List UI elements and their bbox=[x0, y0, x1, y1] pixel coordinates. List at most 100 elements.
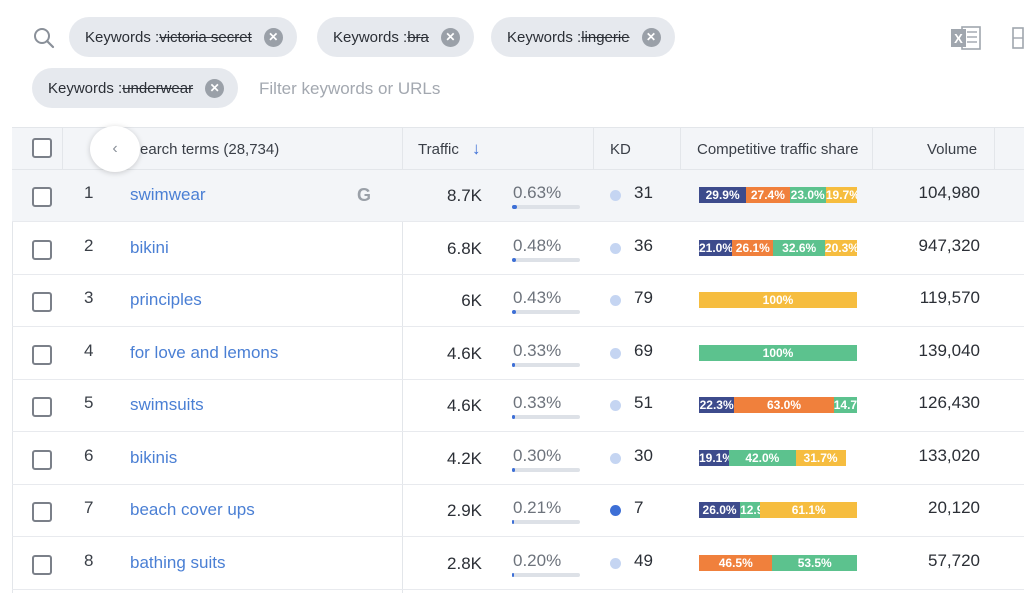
sort-down-icon[interactable]: ↓ bbox=[472, 139, 481, 158]
remove-chip-icon[interactable]: ✕ bbox=[440, 27, 460, 47]
column-divider bbox=[402, 128, 403, 171]
volume-value: 947,320 bbox=[918, 235, 980, 255]
filter-chip[interactable]: Keywords : lingerie ✕ bbox=[491, 17, 675, 57]
remove-chip-icon[interactable]: ✕ bbox=[641, 27, 661, 47]
columns-icon[interactable] bbox=[1012, 26, 1024, 50]
row-number: 5 bbox=[84, 393, 94, 412]
kd-value: 30 bbox=[634, 445, 653, 465]
table-row[interactable]: 3 principles 6K 0.43% 79 100% 119,570 bbox=[12, 275, 1024, 327]
kd-value: 79 bbox=[634, 288, 653, 307]
search-terms-header[interactable]: Search terms (28,734) bbox=[130, 141, 280, 158]
traffic-percent-bar-fill bbox=[512, 257, 517, 262]
chip-prefix: Keywords : bbox=[48, 79, 123, 97]
competitive-share-bar: 21.0% 26.1% 32.6% 20.3% bbox=[699, 239, 857, 256]
share-segment: 14.7% bbox=[833, 397, 857, 413]
filter-input[interactable] bbox=[259, 78, 559, 100]
table-row[interactable]: 4 for love and lemons 4.6K 0.33% 69 100% 139,0… bbox=[12, 328, 1024, 380]
traffic-percent: 0.33% bbox=[513, 393, 562, 412]
filter-chip[interactable]: Keywords : bra ✕ bbox=[317, 17, 474, 57]
filter-chip[interactable]: Keywords : underwear ✕ bbox=[32, 68, 239, 108]
volume-header[interactable]: Volume bbox=[927, 141, 978, 158]
kd-header[interactable]: KD bbox=[610, 141, 631, 158]
competitive-share-header[interactable]: Competitive traffic share bbox=[697, 141, 859, 158]
search-term-link[interactable]: bathing suits bbox=[130, 552, 226, 572]
traffic-percent-bar-fill bbox=[512, 362, 515, 367]
row-number: 2 bbox=[84, 235, 94, 255]
competitive-share-bar: 26.0%12.9%61.1% bbox=[699, 502, 857, 518]
search-term-link[interactable]: beach cover ups bbox=[130, 500, 255, 519]
share-segment: 23.0% bbox=[789, 187, 826, 203]
share-segment: 26.1% bbox=[732, 239, 774, 256]
share-segment: 29.9% bbox=[699, 187, 747, 203]
row-checkbox[interactable] bbox=[32, 187, 52, 207]
column-divider bbox=[872, 128, 873, 171]
traffic-header[interactable]: Traffic bbox=[418, 141, 459, 158]
google-icon[interactable]: G bbox=[357, 185, 372, 205]
share-segment: 63.0% bbox=[734, 397, 834, 413]
volume-value: 126,430 bbox=[918, 393, 980, 412]
collapse-column-button[interactable]: ‹ bbox=[90, 126, 140, 172]
share-segment: 53.5% bbox=[772, 554, 857, 571]
row-checkbox[interactable] bbox=[32, 449, 52, 470]
kd-value: 51 bbox=[634, 393, 653, 412]
table-row[interactable]: 8 bathing suits 2.8K 0.20% 49 46.5% 53.5% 57,72… bbox=[12, 538, 1024, 590]
search-term-link[interactable]: for love and lemons bbox=[130, 342, 279, 362]
traffic-value: 2.8K bbox=[447, 553, 482, 573]
row-number: 8 bbox=[84, 550, 94, 570]
traffic-percent: 0.33% bbox=[513, 340, 562, 360]
share-segment: 42.0% bbox=[729, 449, 796, 466]
remove-chip-icon[interactable]: ✕ bbox=[205, 78, 225, 98]
search-term-link[interactable]: bikini bbox=[130, 237, 169, 257]
filter-chip[interactable]: Keywords : victoria secret ✕ bbox=[69, 17, 297, 57]
row-checkbox[interactable] bbox=[32, 554, 52, 575]
row-checkbox[interactable] bbox=[32, 397, 52, 417]
chip-prefix: Keywords : bbox=[507, 28, 582, 46]
kd-indicator-icon bbox=[610, 452, 621, 464]
select-all-checkbox[interactable] bbox=[32, 138, 52, 158]
row-number: 4 bbox=[84, 340, 94, 360]
volume-value: 104,980 bbox=[918, 183, 980, 202]
share-segment: 100% bbox=[699, 344, 857, 361]
kd-indicator-icon bbox=[610, 295, 621, 306]
traffic-value: 2.9K bbox=[447, 501, 482, 520]
kd-indicator-icon bbox=[610, 400, 621, 411]
search-term-link[interactable]: swimsuits bbox=[130, 395, 204, 414]
traffic-percent-bar bbox=[512, 520, 580, 524]
traffic-percent-bar bbox=[512, 362, 580, 367]
chip-keyword: victoria secret bbox=[159, 28, 252, 46]
traffic-percent-bar-fill bbox=[512, 572, 514, 577]
table-row[interactable]: 6 bikinis 4.2K 0.30% 30 19.1%42.0%31.7% 133,02… bbox=[12, 433, 1024, 485]
remove-chip-icon[interactable]: ✕ bbox=[263, 27, 283, 47]
table-row[interactable]: 7 beach cover ups 2.9K 0.21% 7 26.0%12.9%61.1… bbox=[12, 485, 1024, 537]
column-divider bbox=[402, 170, 403, 593]
table-row[interactable]: 2 bikini 6.8K 0.48% 36 21.0% 26.1% 32.6% 20.3% 94… bbox=[12, 223, 1024, 275]
traffic-percent-bar bbox=[512, 415, 580, 419]
traffic-value: 4.2K bbox=[447, 448, 482, 468]
competitive-share-bar: 100% bbox=[699, 292, 857, 308]
column-divider bbox=[593, 128, 594, 171]
chip-prefix: Keywords : bbox=[333, 28, 408, 46]
traffic-percent-bar-fill bbox=[512, 205, 518, 209]
search-term-link[interactable]: bikinis bbox=[130, 447, 178, 467]
row-checkbox[interactable] bbox=[32, 344, 52, 365]
excel-export-icon[interactable]: X bbox=[950, 24, 982, 52]
row-checkbox[interactable] bbox=[32, 239, 52, 260]
traffic-percent-bar bbox=[512, 205, 580, 209]
column-divider bbox=[994, 128, 995, 171]
kd-indicator-icon bbox=[610, 242, 621, 254]
table-row[interactable]: 1 swimwear G 8.7K 0.63% 31 29.9% 27.4% 23.0% 19.7… bbox=[12, 170, 1024, 222]
search-term-link[interactable]: principles bbox=[130, 290, 202, 309]
volume-value: 20,120 bbox=[928, 498, 980, 517]
traffic-percent: 0.20% bbox=[513, 550, 562, 570]
row-checkbox[interactable] bbox=[32, 292, 52, 312]
table-row[interactable]: 5 swimsuits 4.6K 0.33% 51 22.3%63.0%14.7% 126,… bbox=[12, 380, 1024, 432]
kd-indicator-icon bbox=[610, 505, 621, 516]
chevron-left-icon: ‹ bbox=[112, 140, 118, 157]
search-term-link[interactable]: swimwear bbox=[130, 185, 206, 204]
traffic-value: 4.6K bbox=[447, 343, 482, 363]
row-checkbox[interactable] bbox=[32, 502, 52, 522]
search-icon[interactable] bbox=[33, 27, 55, 49]
svg-text:X: X bbox=[954, 31, 963, 46]
share-segment: 61.1% bbox=[760, 502, 857, 518]
traffic-percent: 0.43% bbox=[513, 288, 562, 307]
